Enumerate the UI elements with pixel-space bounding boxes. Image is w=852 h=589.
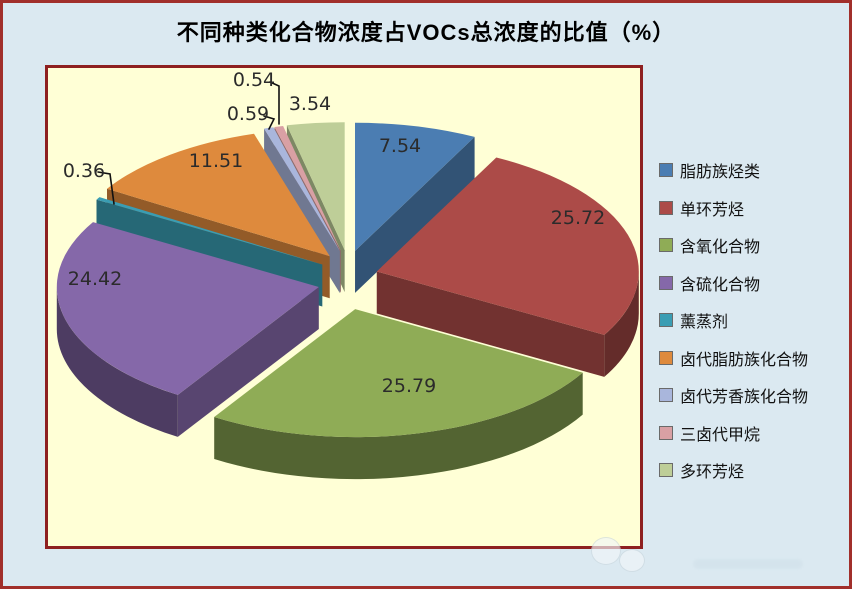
- legend-label: 卤代芳香族化合物: [680, 389, 809, 406]
- legend-color-swatch: [659, 463, 673, 477]
- slice-top: [214, 309, 583, 438]
- legend-item-trihalomethanes: 三卤代甲烷: [659, 424, 844, 444]
- legend-item-oxygenated-compounds: 含氧化合物: [659, 236, 844, 256]
- watermark-circle: [619, 549, 645, 572]
- data-label-oxygenated-compounds: 25.79: [382, 375, 436, 397]
- legend-item-halogenated-aliphatics: 卤代脂肪族化合物: [659, 349, 844, 369]
- data-label-halogenated-aliphatics: 11.51: [189, 150, 243, 172]
- legend-color-swatch: [659, 200, 673, 215]
- data-label-trihalomethanes: 0.54: [233, 69, 275, 91]
- legend-item-halogenated-aromatics: 卤代芳香族化合物: [659, 386, 844, 406]
- legend-label: 脂肪族烃类: [680, 164, 761, 181]
- legend-label: 含氧化合物: [680, 239, 761, 256]
- data-label-fumigants: 0.36: [63, 160, 105, 182]
- legend-label: 薰蒸剂: [680, 314, 729, 331]
- legend-label: 卤代脂肪族化合物: [680, 351, 809, 369]
- legend-item-sulfur-compounds: 含硫化合物: [659, 274, 844, 294]
- legend-item-aliphatic-hydrocarbons: 脂肪族烃类: [659, 161, 844, 181]
- legend-item-polycyclic-aromatics: 多环芳烃: [659, 461, 844, 481]
- pie-slice-monocyclic-aromatics: [376, 157, 639, 377]
- chart-title: 不同种类化合物浓度占VOCs总浓度的比值（%）: [176, 20, 676, 45]
- slice-top: [274, 126, 341, 251]
- legend-color-swatch: [659, 238, 673, 252]
- legend-color-swatch: [659, 163, 673, 177]
- data-label-halogenated-aromatics: 0.59: [227, 103, 269, 125]
- data-label-monocyclic-aromatics: 25.72: [551, 207, 605, 229]
- legend-label: 三卤代甲烷: [680, 426, 761, 444]
- pie-slice-sulfur-compounds: [56, 222, 319, 437]
- legend-color-swatch: [659, 313, 673, 327]
- slice-top: [264, 127, 340, 252]
- slice-rim: [56, 287, 178, 437]
- plot-area: 7.54 25.72 25.79 24.42 0.36 11.51 0.59 0.54 3.54: [45, 65, 643, 549]
- slice-top: [96, 197, 323, 265]
- slice-top: [355, 122, 475, 251]
- slice-rim: [604, 271, 639, 377]
- slice-side-face: [177, 286, 319, 437]
- legend-color-swatch: [659, 350, 673, 365]
- legend-label: 多环芳烃: [680, 464, 745, 481]
- legend-item-monocyclic-aromatics: 单环芳烃: [659, 199, 844, 219]
- legend: 脂肪族烃类单环芳烃含氧化合物含硫化合物薰蒸剂卤代脂肪族化合物 卤代芳香族化合物 三卤…: [659, 161, 844, 499]
- slice-side-face: [376, 271, 605, 377]
- legend-item-fumigants: 薰蒸剂: [659, 311, 844, 331]
- label-leader-line: [263, 115, 276, 130]
- watermark-smudge: [693, 559, 803, 569]
- slice-side-face: [355, 136, 475, 293]
- pie-chart: 7.54 25.72 25.79 24.42 0.36 11.51 0.59 0.54 3.54: [56, 69, 639, 480]
- data-label-aliphatic-hydrocarbons: 7.54: [379, 135, 421, 157]
- legend-label: 单环芳烃: [680, 201, 745, 219]
- data-label-sulfur-compounds: 24.42: [68, 268, 122, 290]
- legend-color-swatch: [659, 388, 673, 402]
- slice-top: [56, 222, 319, 395]
- slice-top: [286, 122, 345, 251]
- slice-rim: [214, 372, 583, 480]
- legend-color-swatch: [659, 275, 673, 290]
- legend-color-swatch: [659, 425, 673, 440]
- pie-slice-oxygenated-compounds: [214, 309, 583, 480]
- legend-label: 含硫化合物: [680, 276, 761, 294]
- slice-top: [376, 157, 639, 335]
- label-leader-line: [97, 171, 115, 205]
- label-leader-line: [269, 81, 280, 125]
- data-label-polycyclic-aromatics: 3.54: [289, 93, 331, 115]
- pie-slice-aliphatic-hydrocarbons: [355, 122, 475, 293]
- slice-top: [107, 133, 330, 257]
